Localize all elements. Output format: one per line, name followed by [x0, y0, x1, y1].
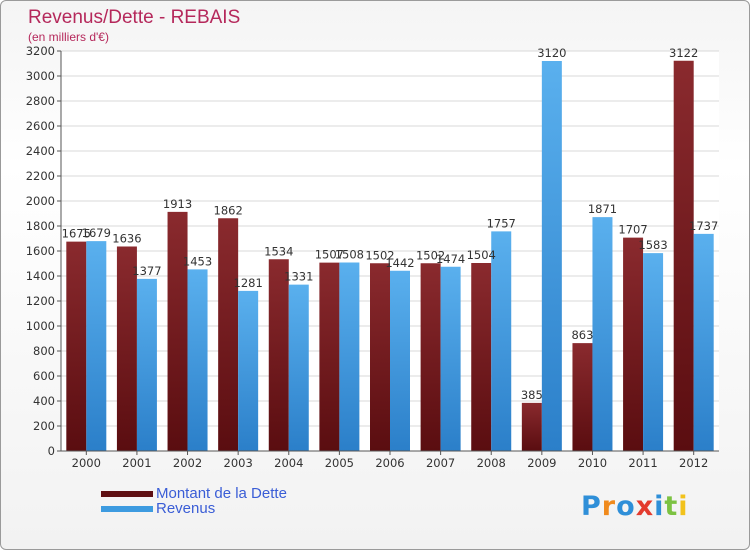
- y-tick-label: 600: [33, 369, 55, 383]
- bar-revenus: [288, 284, 309, 451]
- bar-revenus: [440, 266, 461, 451]
- x-tick-label: 2007: [426, 456, 455, 470]
- proxiti-logo: Proxiti: [581, 491, 689, 522]
- bar-revenus: [339, 262, 360, 451]
- bar-debt: [66, 241, 87, 451]
- y-tick-label: 2800: [26, 94, 55, 108]
- legend-label-debt: Montant de la Dette: [156, 485, 287, 502]
- bar-revenus: [491, 231, 512, 451]
- bar-debt: [370, 263, 390, 451]
- data-label-revenus: 1508: [335, 248, 364, 262]
- y-tick-label: 3000: [26, 69, 55, 83]
- data-label-revenus: 1583: [638, 238, 667, 252]
- x-tick-label: 2008: [477, 456, 506, 470]
- y-tick-label: 0: [48, 444, 55, 458]
- data-label-debt: 1862: [214, 203, 243, 217]
- bar-revenus: [541, 61, 562, 451]
- data-label-debt: 863: [571, 328, 593, 342]
- x-tick-label: 2005: [325, 456, 354, 470]
- bar-revenus: [86, 241, 107, 451]
- bar-debt: [623, 237, 644, 451]
- bar-revenus: [390, 270, 410, 451]
- data-label-debt: 1502: [416, 248, 445, 262]
- data-label-revenus: 1737: [689, 219, 718, 233]
- y-tick-label: 3200: [26, 44, 55, 58]
- legend-swatch-revenus: [101, 506, 153, 512]
- x-tick-label: 2002: [173, 456, 202, 470]
- data-label-debt: 1502: [365, 248, 394, 262]
- bar-revenus: [136, 278, 157, 451]
- data-label-revenus: 1679: [82, 226, 111, 240]
- y-tick-label: 1600: [26, 244, 55, 258]
- data-label-revenus: 1871: [588, 202, 617, 216]
- y-tick-label: 2000: [26, 194, 55, 208]
- data-label-revenus: 1331: [284, 270, 313, 284]
- data-label-revenus: 1281: [234, 276, 263, 290]
- data-label-revenus: 1377: [132, 264, 161, 278]
- bar-debt: [268, 259, 289, 451]
- bar-debt: [471, 263, 492, 451]
- data-label-debt: 3122: [669, 46, 698, 60]
- y-tick-label: 400: [33, 394, 55, 408]
- bar-debt: [420, 263, 441, 451]
- y-tick-label: 800: [33, 344, 55, 358]
- bar-debt: [319, 262, 340, 451]
- data-label-revenus: 3120: [537, 46, 566, 60]
- data-label-debt: 1707: [618, 223, 647, 237]
- y-tick-label: 1400: [26, 269, 55, 283]
- data-label-revenus: 1474: [436, 252, 465, 266]
- x-tick-label: 2006: [375, 456, 404, 470]
- data-label-debt: 1534: [264, 244, 293, 258]
- data-label-debt: 1504: [467, 248, 496, 262]
- bar-revenus: [643, 253, 664, 451]
- data-label-debt: 385: [521, 388, 543, 402]
- data-label-debt: 1913: [163, 197, 192, 211]
- chart-title: Revenus/Dette - REBAIS: [28, 7, 241, 28]
- bar-revenus: [592, 217, 613, 451]
- bar-debt: [521, 402, 542, 451]
- bar-debt: [167, 211, 188, 451]
- data-label-revenus: 1453: [183, 254, 212, 268]
- bar-debt: [673, 60, 694, 451]
- bar-revenus: [187, 269, 208, 451]
- x-tick-label: 2003: [224, 456, 253, 470]
- data-label-revenus: 1757: [487, 216, 516, 230]
- y-tick-label: 200: [33, 419, 55, 433]
- x-tick-label: 2011: [628, 456, 657, 470]
- bar-revenus: [693, 233, 714, 451]
- bar-debt: [116, 246, 137, 451]
- data-label-debt: 1507: [315, 248, 344, 262]
- x-tick-label: 2010: [578, 456, 607, 470]
- x-tick-label: 2009: [527, 456, 556, 470]
- y-tick-label: 1200: [26, 294, 55, 308]
- bar-debt: [572, 343, 593, 451]
- y-tick-label: 2600: [26, 119, 55, 133]
- data-label-debt: 1675: [62, 227, 91, 241]
- bar-revenus: [238, 290, 259, 451]
- x-tick-label: 2001: [122, 456, 151, 470]
- x-tick-label: 2004: [274, 456, 303, 470]
- y-tick-label: 1000: [26, 319, 55, 333]
- data-label-debt: 1636: [112, 232, 141, 246]
- x-tick-label: 2012: [679, 456, 708, 470]
- y-tick-label: 2200: [26, 169, 55, 183]
- chart-subtitle: (en milliers d'€): [28, 30, 109, 44]
- legend-label-revenus: Revenus: [156, 500, 216, 517]
- x-tick-label: 2000: [72, 456, 101, 470]
- y-tick-label: 1800: [26, 219, 55, 233]
- y-tick-label: 2400: [26, 144, 55, 158]
- legend-swatch-debt: [101, 491, 153, 497]
- bar-debt: [218, 218, 239, 451]
- data-label-revenus: 1442: [385, 256, 414, 270]
